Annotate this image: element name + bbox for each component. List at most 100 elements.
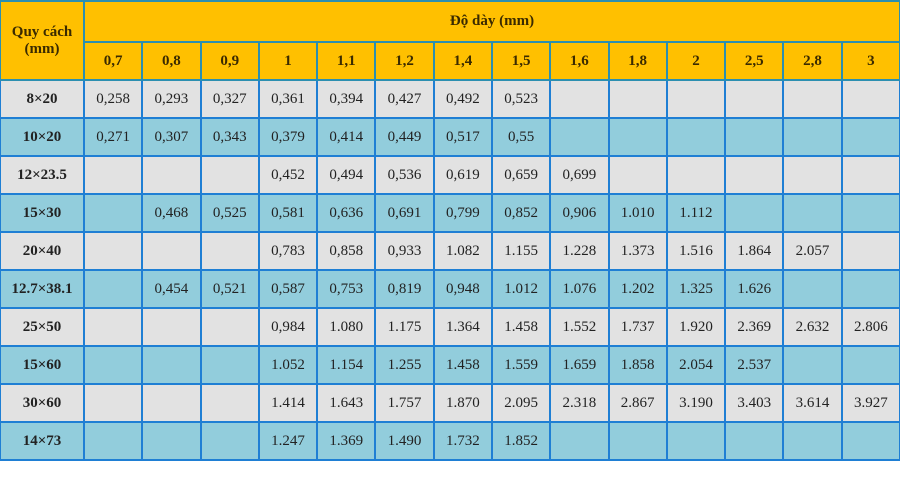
weight-cell: 1.414 <box>257 383 319 423</box>
weight-cell: 0,523 <box>490 79 552 119</box>
weight-cell <box>840 269 900 309</box>
weight-cell: 0,619 <box>432 155 493 195</box>
weight-cell <box>665 155 727 195</box>
weight-cell <box>199 155 260 195</box>
spec-cell: 15×60 <box>0 345 85 385</box>
weight-cell: 3.403 <box>724 383 785 423</box>
weight-cell: 1.870 <box>432 383 493 423</box>
weight-cell: 1.659 <box>549 345 610 385</box>
weight-cell: 0,699 <box>549 155 610 195</box>
weight-cell: 2.537 <box>724 345 785 385</box>
weight-cell: 0,659 <box>490 155 552 195</box>
weight-cell: 0,799 <box>432 193 493 233</box>
thickness-column-header: 1,8 <box>607 41 668 81</box>
weight-cell: 1.643 <box>316 383 377 423</box>
weight-cell <box>782 421 843 461</box>
weight-cell: 0,327 <box>199 79 260 119</box>
weight-cell: 0,984 <box>257 307 319 347</box>
weight-cell: 1.112 <box>665 193 727 233</box>
weight-cell: 2.867 <box>607 383 668 423</box>
weight-cell: 1.373 <box>607 231 668 271</box>
weight-cell <box>840 193 900 233</box>
weight-cell <box>665 421 727 461</box>
table-row: 10×20 0,271 0,307 0,343 0,379 0,414 0,449 0,517… <box>0 117 900 157</box>
weight-cell: 0,753 <box>316 269 377 309</box>
weight-cell: 3.190 <box>665 383 727 423</box>
weight-cell: 0,494 <box>316 155 377 195</box>
weight-cell <box>199 231 260 271</box>
weight-cell <box>782 345 843 385</box>
weight-cell: 2.806 <box>840 307 900 347</box>
weight-cell: 1.012 <box>490 269 552 309</box>
thickness-column-header: 2,8 <box>782 41 843 81</box>
weight-cell: 2.095 <box>490 383 552 423</box>
weight-cell: 0,454 <box>141 269 202 309</box>
weight-cell: 1.757 <box>374 383 435 423</box>
weight-cell: 0,427 <box>374 79 435 119</box>
weight-cell: 0,536 <box>374 155 435 195</box>
spec-cell: 25×50 <box>0 307 85 347</box>
weight-cell <box>840 345 900 385</box>
weight-cell <box>607 79 668 119</box>
weight-cell <box>141 345 202 385</box>
weight-cell: 1.852 <box>490 421 552 461</box>
thickness-column-header: 1,1 <box>316 41 377 81</box>
weight-cell <box>141 307 202 347</box>
weight-cell: 1.155 <box>490 231 552 271</box>
weight-cell: 0,271 <box>82 117 144 157</box>
weight-cell: 0,852 <box>490 193 552 233</box>
weight-cell: 0,933 <box>374 231 435 271</box>
spec-cell: 15×30 <box>0 193 85 233</box>
weight-cell: 1.516 <box>665 231 727 271</box>
spec-cell: 12.7×38.1 <box>0 269 85 309</box>
thickness-column-header: 0,7 <box>82 41 144 81</box>
thickness-header: Độ dày (mm) <box>83 0 900 43</box>
weight-cell: 0,691 <box>374 193 435 233</box>
thickness-column-header: 0,8 <box>141 41 202 81</box>
weight-cell <box>82 155 144 195</box>
table-row: 14×73 1.247 1.369 1.490 1.732 1.852 <box>0 421 900 461</box>
weight-cell <box>199 383 260 423</box>
weight-cell: 1.154 <box>316 345 377 385</box>
spec-cell: 14×73 <box>0 421 85 461</box>
weight-cell: 0,517 <box>432 117 493 157</box>
weight-cell: 0,492 <box>432 79 493 119</box>
weight-cell <box>782 155 843 195</box>
weight-cell: 1.552 <box>549 307 610 347</box>
weight-cell: 0,449 <box>374 117 435 157</box>
header-row-thickness: 0,7 0,8 0,9 1 1,1 1,2 1,4 1,5 1,6 1,8 2 2,5 2,8 3 <box>0 41 900 81</box>
spec-cell: 20×40 <box>0 231 85 271</box>
weight-cell <box>141 383 202 423</box>
weight-cell <box>665 117 727 157</box>
weight-cell: 0,587 <box>257 269 319 309</box>
weight-cell: 0,293 <box>141 79 202 119</box>
weight-cell: 3.927 <box>840 383 900 423</box>
weight-cell: 1.255 <box>374 345 435 385</box>
table-row: 8×20 0,258 0,293 0,327 0,361 0,394 0,427 0,492 0… <box>0 79 900 119</box>
weight-cell <box>782 269 843 309</box>
weight-cell: 1.458 <box>490 307 552 347</box>
weight-cell: 1.175 <box>374 307 435 347</box>
steel-weight-table: Quy cách (mm) Độ dày (mm) 0,7 0,8 0,9 1 1,1 1… <box>0 0 900 461</box>
weight-cell: 2.318 <box>549 383 610 423</box>
weight-cell <box>82 383 144 423</box>
weight-cell: 1.076 <box>549 269 610 309</box>
weight-cell: 0,307 <box>141 117 202 157</box>
weight-cell: 0,361 <box>257 79 319 119</box>
weight-cell: 0,258 <box>82 79 144 119</box>
table-row: 12×23.5 0,452 0,494 0,536 0,619 0,659 0,699 <box>0 155 900 195</box>
weight-cell: 1.052 <box>257 345 319 385</box>
weight-cell <box>840 117 900 157</box>
table-row: 12.7×38.1 0,454 0,521 0,587 0,753 0,819 0,948 1… <box>0 269 900 309</box>
weight-cell: 0,819 <box>374 269 435 309</box>
weight-cell: 1.490 <box>374 421 435 461</box>
weight-cell: 0,452 <box>257 155 319 195</box>
weight-cell <box>141 231 202 271</box>
weight-cell: 0,343 <box>199 117 260 157</box>
weight-cell: 0,858 <box>316 231 377 271</box>
weight-cell: 1.364 <box>432 307 493 347</box>
thickness-column-header: 0,9 <box>199 41 260 81</box>
weight-cell <box>724 421 785 461</box>
weight-cell: 0,636 <box>316 193 377 233</box>
weight-cell <box>607 421 668 461</box>
